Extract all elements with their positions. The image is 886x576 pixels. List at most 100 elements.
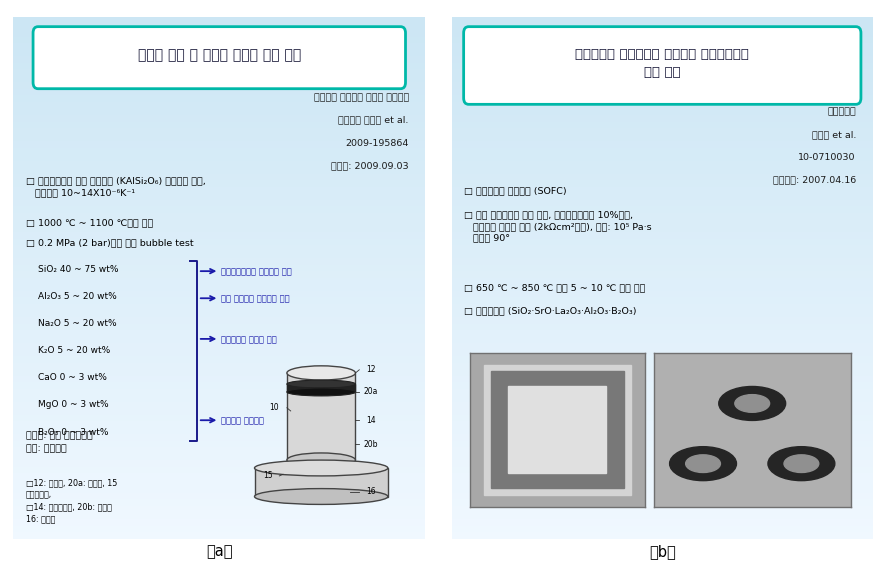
Bar (452, 115, 873, 122)
Bar (452, 226, 873, 232)
Bar (452, 82, 873, 89)
Bar (13, 219, 425, 226)
Bar (452, 519, 873, 525)
Bar (13, 448, 425, 454)
Bar (452, 525, 873, 532)
Ellipse shape (670, 446, 736, 480)
Bar (452, 532, 873, 539)
Bar (452, 291, 873, 297)
Bar (13, 108, 425, 115)
Bar (13, 493, 425, 499)
Bar (452, 147, 873, 154)
Bar (452, 480, 873, 486)
Bar (13, 408, 425, 415)
Text: □12: 캡부재, 20a: 밀봉부, 15
산소분리막,
□14: 다공질기재, 20b: 밀봉부
16: 링부재: □12: 캡부재, 20a: 밀봉부, 15 산소분리막, □14: 다공질기재… (26, 479, 117, 523)
Text: □ 고온 유리밀봉재 분말 과립, 열팽창계수차이 10%이내,
   점도유지 전기적 절연 (2kΩcm²이상), 점도: 10⁵ Pa·s
   젖음각 : □ 고온 유리밀봉재 분말 과립, 열팽창계수차이 10%이내, 점도유지 전기… (464, 210, 652, 242)
Bar (452, 200, 873, 206)
Bar (452, 43, 873, 50)
Bar (13, 180, 425, 187)
Bar (13, 70, 425, 76)
Text: MgO 0 ~ 3 wt%: MgO 0 ~ 3 wt% (38, 400, 109, 410)
Bar (13, 271, 425, 278)
Bar (13, 17, 425, 24)
Text: 20b: 20b (363, 439, 378, 449)
Bar (452, 434, 873, 441)
Bar (13, 519, 425, 525)
Bar (452, 76, 873, 82)
Text: （a）: （a） (206, 544, 233, 559)
Bar (452, 336, 873, 343)
Ellipse shape (287, 366, 355, 380)
Bar (13, 167, 425, 174)
Bar (452, 324, 873, 330)
Bar (509, 386, 606, 473)
Bar (13, 460, 425, 467)
Bar (13, 135, 425, 141)
Text: 15: 15 (263, 471, 273, 480)
Bar (13, 31, 425, 37)
Bar (13, 389, 425, 395)
Bar (13, 330, 425, 336)
Bar (452, 193, 873, 200)
Bar (13, 115, 425, 122)
Bar (452, 63, 873, 70)
Bar (13, 401, 425, 408)
Bar (452, 356, 873, 363)
Bar (452, 350, 873, 356)
Bar (452, 441, 873, 448)
Bar (13, 525, 425, 532)
Bar (13, 206, 425, 213)
Bar (484, 365, 631, 495)
Bar (452, 180, 873, 187)
Text: □ 유리밀봉재 (SiO₂·SrO·La₂O₃·Al₂O₃·B₂O₃): □ 유리밀봉재 (SiO₂·SrO·La₂O₃·Al₂O₃·B₂O₃) (464, 306, 637, 316)
Bar (452, 271, 873, 278)
Text: K₂O 5 ~ 20 wt%: K₂O 5 ~ 20 wt% (38, 346, 110, 355)
Text: 링 가스켓사진: 링 가스켓사진 (752, 479, 791, 488)
Text: 열팽창률 조정인자: 열팽창률 조정인자 (222, 416, 264, 426)
Bar (13, 174, 425, 180)
Bar (13, 350, 425, 356)
Text: （b）: （b） (649, 544, 676, 559)
Bar (13, 441, 425, 448)
Bar (13, 304, 425, 310)
Bar (452, 395, 873, 401)
Bar (452, 239, 873, 245)
Text: 세라믹 제품 및 세라믹 부재의 접합 방법: 세라믹 제품 및 세라믹 부재의 접합 방법 (137, 48, 301, 62)
Bar (13, 513, 425, 519)
Text: 20a: 20a (363, 388, 378, 396)
Bar (13, 297, 425, 304)
Text: Al₂O₃ 5 ~ 20 wt%: Al₂O₃ 5 ~ 20 wt% (38, 292, 117, 301)
Bar (254, 468, 388, 497)
Bar (13, 336, 425, 343)
Bar (452, 24, 873, 31)
Bar (13, 56, 425, 63)
Bar (452, 252, 873, 259)
Ellipse shape (287, 380, 355, 388)
Bar (452, 415, 873, 421)
Bar (452, 285, 873, 291)
Bar (13, 467, 425, 473)
Bar (452, 102, 873, 108)
Bar (452, 122, 873, 128)
Bar (452, 56, 873, 63)
Text: □ 1000 ℃ ~ 1100 ℃에서 소성: □ 1000 ℃ ~ 1100 ℃에서 소성 (26, 218, 153, 227)
Bar (452, 428, 873, 434)
Text: 류사이트결정을 구성하는 원소: 류사이트결정을 구성하는 원소 (222, 267, 292, 276)
Bar (13, 213, 425, 219)
Bar (13, 480, 425, 486)
Bar (452, 506, 873, 513)
Bar (13, 454, 425, 460)
Bar (452, 37, 873, 43)
Ellipse shape (287, 453, 355, 467)
Ellipse shape (686, 455, 720, 472)
Bar (452, 317, 873, 324)
Bar (452, 499, 873, 506)
Bar (13, 363, 425, 369)
Bar (452, 167, 873, 174)
Bar (452, 454, 873, 460)
FancyBboxPatch shape (463, 26, 861, 104)
Bar (13, 147, 425, 154)
Bar (13, 486, 425, 493)
Text: 고체산화물 연료전지용 가스켓형 유리밀봉재의
제조 방법: 고체산화물 연료전지용 가스켓형 유리밀봉재의 제조 방법 (575, 48, 750, 79)
Text: 사각 가스켓사진: 사각 가스켓사진 (548, 479, 592, 488)
